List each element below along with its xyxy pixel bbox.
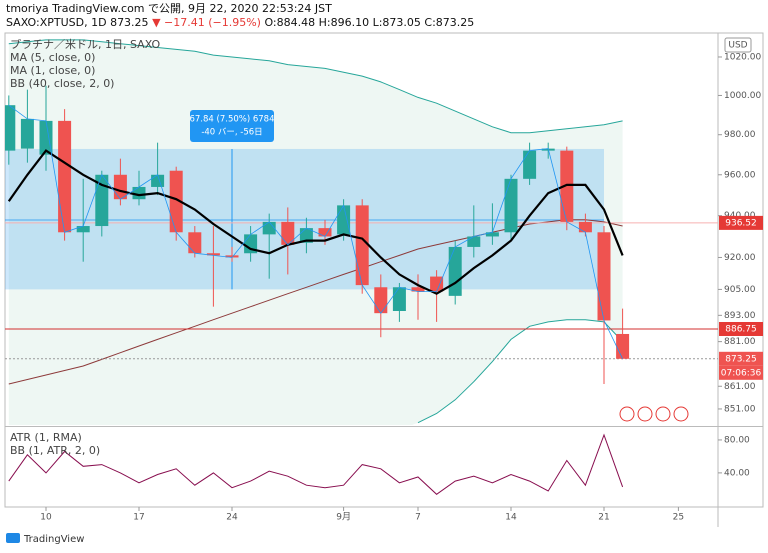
candle-body <box>113 174 127 200</box>
publish-line: tmoriya TradingView.com で公開, 9月 22, 2020… <box>6 2 332 15</box>
ma-line <box>8 104 623 359</box>
currency-box <box>724 37 752 53</box>
price-tag <box>719 321 763 336</box>
price-tag <box>719 351 763 366</box>
atr-line <box>8 433 624 495</box>
countdown: 07:06:36 <box>721 368 762 378</box>
candle-body <box>206 253 220 256</box>
y-tick-label: 80.00 <box>724 435 750 445</box>
candle-body <box>337 205 351 235</box>
y-tick-label: 881.00 <box>724 337 756 347</box>
price-tag <box>719 215 763 230</box>
legend-entry: MA (1, close, 0) <box>10 64 95 77</box>
y-tick-label: 1000.00 <box>724 91 761 101</box>
x-tick-label: 10 <box>40 513 52 523</box>
quote-line: SAXO:XPTUSD, 1D 873.25 ▼ −17.41 (−1.95%)… <box>6 16 474 29</box>
candle-body <box>132 186 146 200</box>
candle-body <box>578 221 592 233</box>
x-tick-label: 21 <box>598 513 609 523</box>
y-tick-label: 40.00 <box>724 468 750 478</box>
currency: USD <box>728 41 747 51</box>
brand: TradingView <box>23 534 84 545</box>
candle-body <box>560 150 574 222</box>
bollinger-lower <box>417 319 623 424</box>
change: ▼ −17.41 (−1.95%) <box>152 16 261 29</box>
legend-entry: ATR (1, RMA) <box>10 431 82 444</box>
y-tick-label: 905.00 <box>724 285 756 295</box>
candle-body <box>244 234 258 254</box>
bollinger-upper <box>8 39 623 134</box>
x-tick-label: 24 <box>226 513 238 523</box>
candle-body <box>523 150 537 179</box>
candle-body <box>616 333 630 359</box>
candle-body <box>151 174 165 187</box>
measure-label: 67.84 (7.50%) 6784 <box>189 115 274 125</box>
ma-line <box>7 149 624 295</box>
countdown-tag <box>719 365 763 380</box>
x-tick-label: 25 <box>673 513 684 523</box>
chart-title: プラチナ／米ドル, 1日, SAXO <box>10 38 161 51</box>
y-tick-label: 861.00 <box>724 382 756 392</box>
candle-body <box>188 232 202 254</box>
legend-entry: BB (1, ATR, 2, 0) <box>10 444 100 457</box>
price-tag-label: 936.52 <box>725 218 757 228</box>
y-tick-label: 980.00 <box>724 130 756 140</box>
y-tick-label: 851.00 <box>724 404 756 414</box>
x-tick-label: 9月 <box>336 512 351 523</box>
brand-logo <box>6 533 20 543</box>
candle-body <box>597 232 611 321</box>
x-tick-label: 7 <box>415 513 421 523</box>
candle-body <box>5 105 16 151</box>
candle-body <box>76 226 90 233</box>
legend-entry: MA (5, close, 0) <box>10 51 95 64</box>
x-tick-label: 14 <box>505 513 517 523</box>
candle-body <box>20 118 34 149</box>
candle-body <box>392 287 406 311</box>
candle-body <box>281 221 295 245</box>
candle-body <box>485 232 499 237</box>
candle-body <box>58 120 72 233</box>
y-tick-label: 1020.00 <box>724 52 761 62</box>
bollinger-basis <box>8 219 623 385</box>
candle-body <box>95 174 109 227</box>
symbol: SAXO:XPTUSD, 1D 873.25 <box>6 16 149 29</box>
candle-body <box>262 221 276 235</box>
ohlc: O:884.48 H:896.10 L:873.05 C:873.25 <box>264 16 474 29</box>
candle-body <box>467 236 481 247</box>
candle-body <box>318 228 332 237</box>
y-tick-label: 960.00 <box>724 170 756 180</box>
candle-body <box>169 170 183 233</box>
event-icons <box>619 406 689 422</box>
y-tick-label: 893.00 <box>724 311 756 321</box>
price-tag-label: 886.75 <box>725 324 757 334</box>
candle-body <box>448 246 462 296</box>
x-tick-label: 17 <box>133 513 144 523</box>
y-tick-label: 920.00 <box>724 253 756 263</box>
candle-body <box>430 276 444 292</box>
candle-body <box>39 120 53 155</box>
candle-body <box>225 255 239 258</box>
candle-body <box>504 178 518 233</box>
price-tag-label: 873.25 <box>725 354 757 364</box>
candle-body <box>355 205 369 286</box>
candle-body <box>374 287 388 314</box>
measure-label-box <box>190 110 274 142</box>
measure-label: -40 バー, -56日 <box>201 128 262 138</box>
candle-body <box>299 228 313 243</box>
legend-entry: BB (40, close, 2, 0) <box>10 77 114 90</box>
candle-body <box>411 287 425 292</box>
